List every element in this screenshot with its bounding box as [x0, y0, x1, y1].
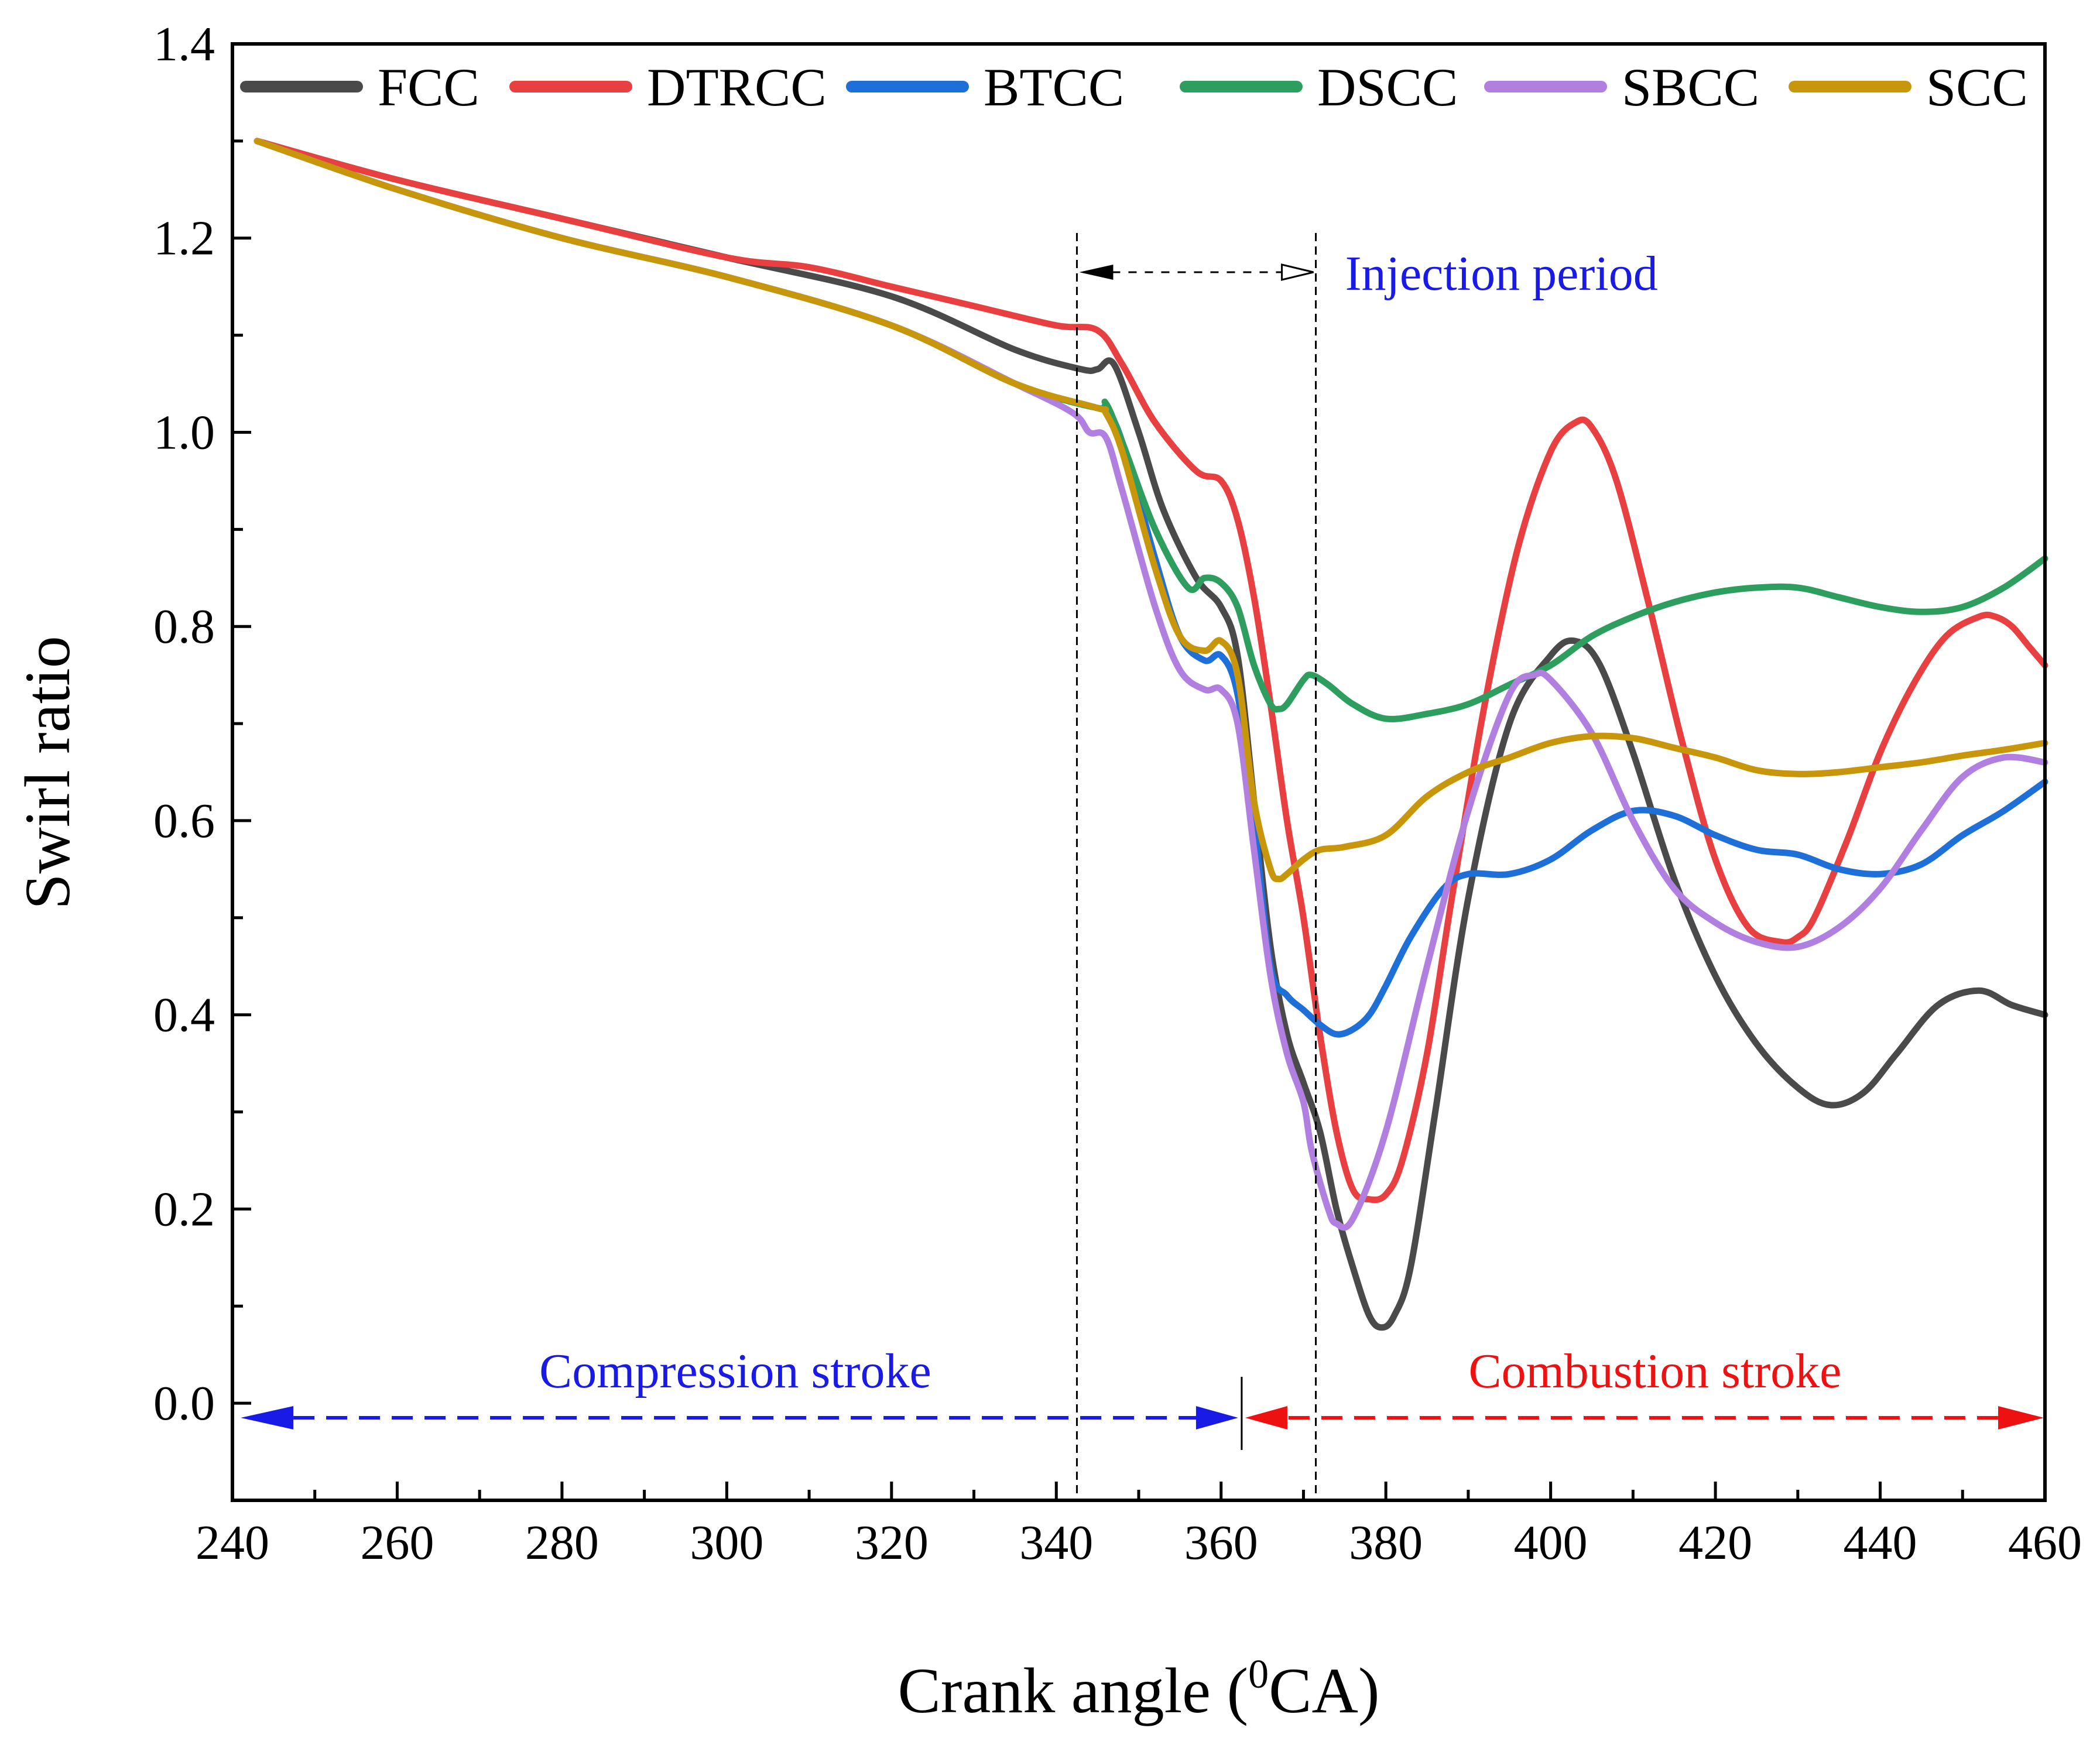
legend-label-fcc: FCC [378, 57, 479, 117]
y-tick-label: 1.2 [153, 211, 215, 266]
x-tick-label: 360 [1184, 1516, 1258, 1570]
x-axis-title-superscript: 0 [1248, 1652, 1269, 1697]
x-tick-label: 420 [1678, 1516, 1752, 1570]
x-tick-label: 340 [1019, 1516, 1093, 1570]
y-tick-label: 0.0 [153, 1376, 215, 1431]
y-tick-label: 0.6 [153, 794, 215, 848]
x-tick-label: 460 [2008, 1516, 2082, 1570]
x-axis-title-main: Crank angle ( [897, 1655, 1248, 1726]
y-tick-label: 1.0 [153, 405, 215, 460]
y-axis: 0.0 0.2 0.4 0.6 0.8 1.0 1.2 1.4 [153, 17, 251, 1502]
series-line-fcc [253, 138, 2048, 1331]
x-axis-title-tail: CA) [1269, 1655, 1379, 1726]
x-tick-label: 380 [1349, 1516, 1423, 1570]
x-axis-title: Crank angle (0CA) [897, 1652, 1379, 1726]
compression-arrow-head-left [241, 1406, 294, 1430]
combustion-arrow-head-right [1998, 1406, 2044, 1430]
x-tick-label: 440 [1844, 1516, 1917, 1570]
legend-label-btcc: BTCC [984, 57, 1124, 117]
x-axis: 240 260 280 300 320 340 360 380 400 420 440 460 [196, 1482, 2082, 1570]
combustion-stroke-label: Combustion stroke [1468, 1344, 1841, 1398]
legend: FCC DTRCC BTCC DSCC SBCC SCC [240, 57, 2028, 117]
x-tick-label: 320 [855, 1516, 929, 1570]
series-line-dtrcc [253, 138, 2048, 1204]
injection-period-label: Injection period [1345, 246, 1658, 301]
legend-label-dtrcc: DTRCC [647, 57, 827, 117]
x-tick-label: 260 [360, 1516, 434, 1570]
annotation-layer: Injection period Compression stroke Combus… [241, 233, 2044, 1500]
compression-arrow-head-right [1195, 1406, 1238, 1430]
series-layer [253, 138, 2048, 1331]
y-tick-label: 1.4 [153, 17, 215, 71]
y-tick-label: 0.8 [153, 599, 215, 654]
legend-label-scc: SCC [1926, 57, 2028, 117]
combustion-arrow-head-left [1245, 1406, 1287, 1430]
plot-area: Injection period Compression stroke Combus… [231, 42, 2048, 1502]
x-tick-label: 280 [525, 1516, 599, 1570]
injection-arrow-head-right [1281, 263, 1314, 281]
y-axis-title: Swirl ratio [12, 636, 83, 909]
series-line-scc [253, 138, 2048, 883]
compression-stroke-label: Compression stroke [539, 1344, 931, 1398]
y-tick-label: 0.4 [153, 988, 215, 1043]
legend-label-sbcc: SBCC [1622, 57, 1759, 117]
legend-label-dscc: DSCC [1317, 57, 1458, 117]
x-tick-label: 300 [690, 1516, 763, 1570]
x-tick-label: 240 [196, 1516, 269, 1570]
y-tick-label: 0.2 [153, 1182, 215, 1236]
injection-arrow-head-left [1079, 265, 1114, 280]
x-tick-label: 400 [1514, 1516, 1588, 1570]
